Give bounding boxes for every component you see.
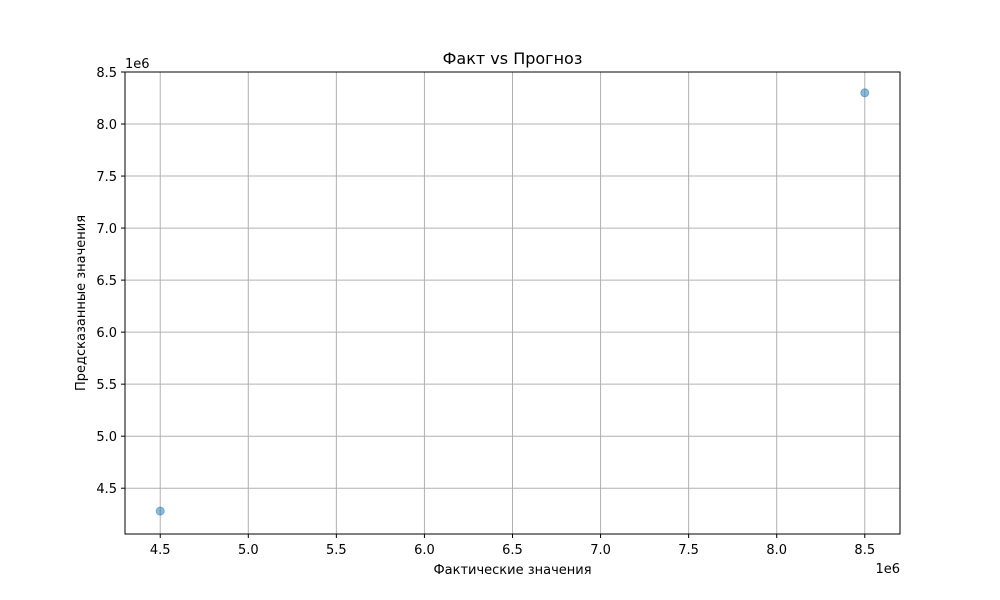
y-tick-label: 7.0 — [96, 222, 117, 237]
scatter-point — [155, 506, 165, 516]
y-tick-label: 8.5 — [96, 66, 117, 81]
data-points — [155, 88, 870, 516]
x-tick-label: 5.0 — [238, 543, 259, 558]
chart-title: Факт vs Прогноз — [443, 49, 583, 68]
x-tick-label: 5.5 — [326, 543, 347, 558]
x-tick-label: 4.5 — [150, 543, 171, 558]
y-axis-title: Предсказанные значения — [74, 215, 89, 391]
x-tick-label: 8.0 — [766, 543, 787, 558]
x-tick-label: 6.0 — [414, 543, 435, 558]
y-tick-label: 5.0 — [96, 430, 117, 445]
y-tick-label: 8.0 — [96, 118, 117, 133]
y-tick-label: 7.5 — [96, 170, 117, 185]
x-tick-label: 7.0 — [590, 543, 611, 558]
axis-ticks: 4.5 5.0 5.5 6.0 6.5 7.0 7.5 8.0 8.5 4.5 5.0 5.5 6.0 6… — [96, 66, 875, 558]
y-tick-label: 5.5 — [96, 378, 117, 393]
x-tick-label: 6.5 — [502, 543, 523, 558]
x-tick-label: 8.5 — [854, 543, 875, 558]
scatter-point — [860, 88, 870, 98]
y-tick-label: 6.0 — [96, 326, 117, 341]
y-tick-label: 6.5 — [96, 274, 117, 289]
grid — [125, 71, 900, 534]
y-offset-label: 1e6 — [125, 57, 150, 72]
x-tick-label: 7.5 — [678, 543, 699, 558]
y-tick-label: 4.5 — [96, 482, 117, 497]
x-offset-label: 1e6 — [875, 562, 900, 577]
x-axis-title: Фактические значения — [433, 563, 591, 578]
